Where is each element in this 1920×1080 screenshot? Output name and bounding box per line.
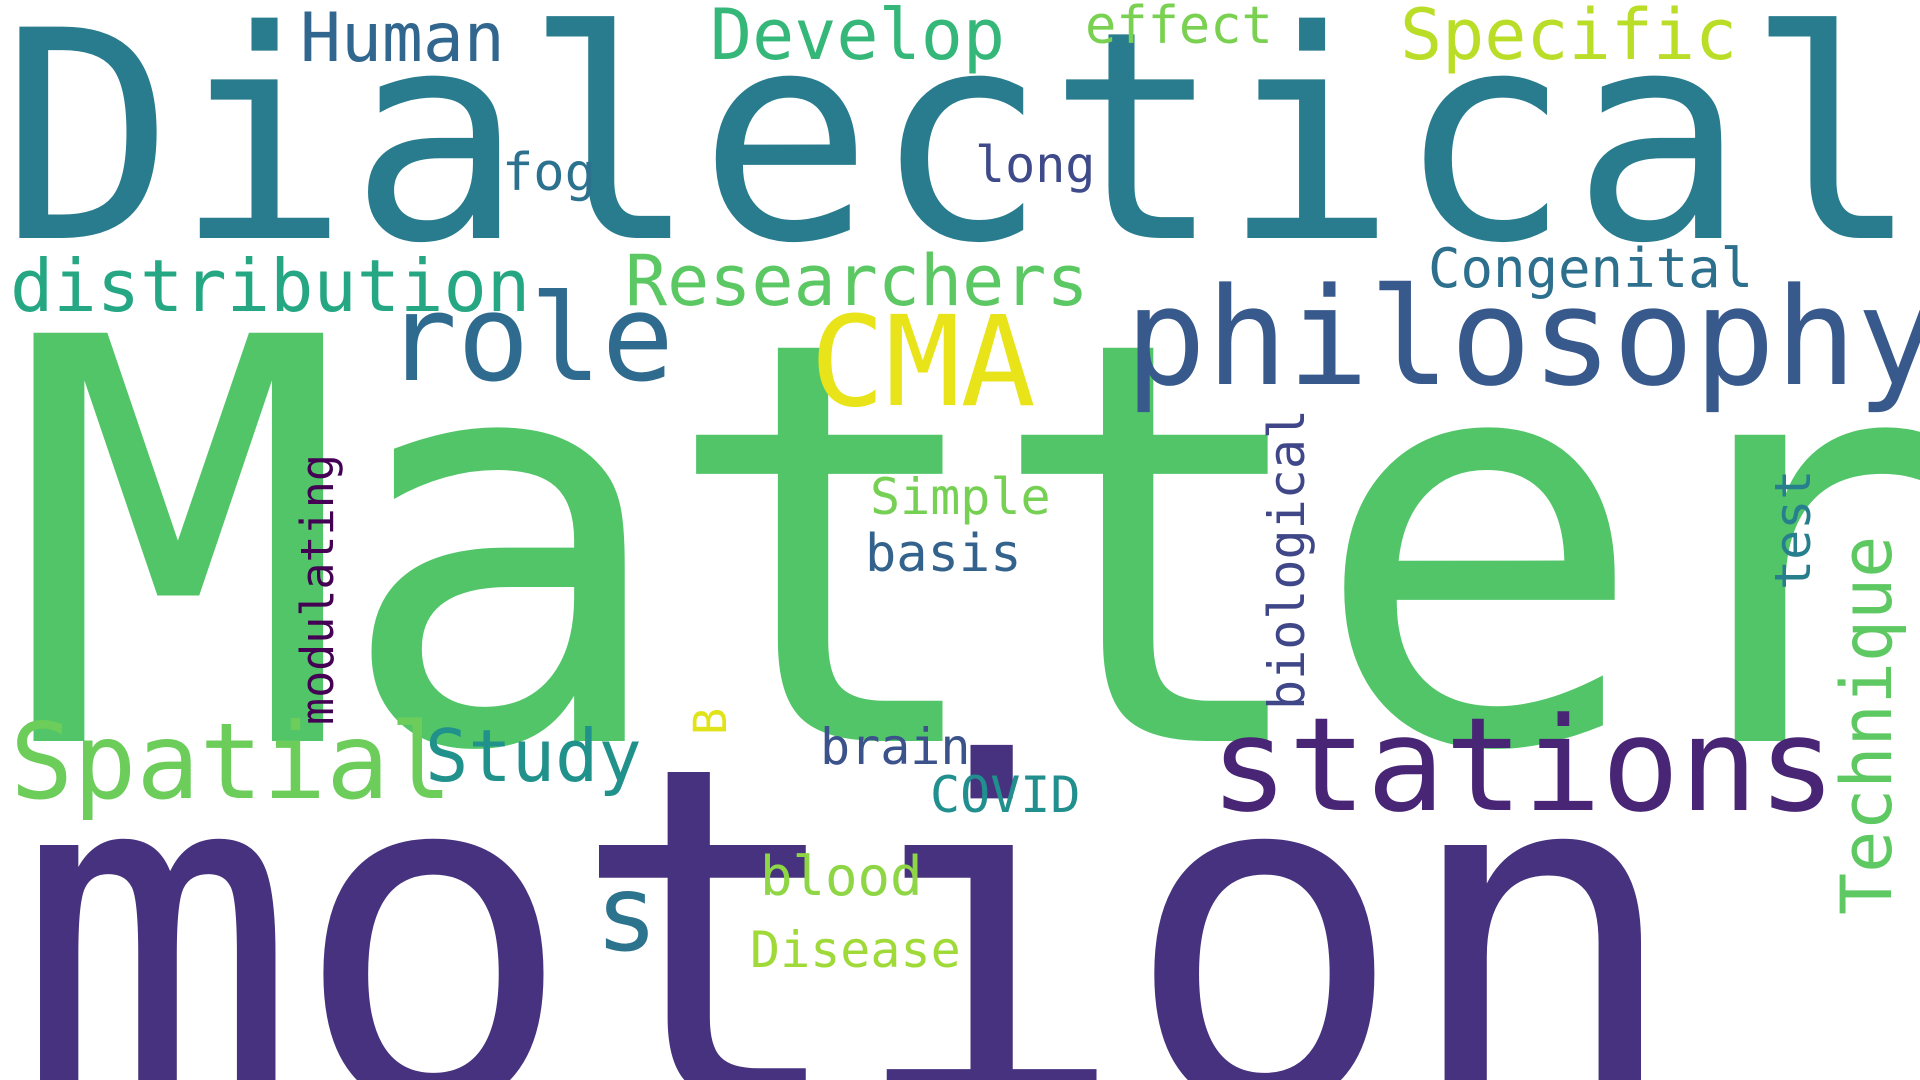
word-study: Study [425, 714, 642, 798]
word-brain: brain [820, 718, 971, 776]
word-motion: motion [15, 666, 1683, 1080]
word-disease: Disease [750, 921, 961, 979]
word-matter: Matter [10, 222, 1920, 874]
word-covid: COVID [930, 766, 1081, 824]
word-simple: Simple [870, 468, 1051, 526]
word-test: test [1764, 469, 1822, 590]
word-technique: Technique [1826, 535, 1908, 915]
word-cma: CMA [810, 290, 1036, 435]
word-develop: Develop [710, 0, 1006, 76]
word-blood: blood [760, 845, 923, 908]
word-specific: Specific [1400, 0, 1738, 76]
word-philosophy: philosophy [1125, 259, 1920, 416]
word-fog: fog [502, 143, 596, 203]
word-s: s [595, 853, 659, 975]
word-human: Human [300, 0, 505, 78]
word-effect: effect [1085, 0, 1273, 56]
word-spatial: Spatial [10, 701, 453, 823]
word-modulating: modulating [291, 454, 344, 725]
word-stations: stations [1210, 689, 1837, 841]
word-b: B [684, 707, 737, 735]
word-role: role [385, 270, 674, 409]
word-researchers: Researchers [625, 240, 1089, 322]
word-distribution: distribution [10, 244, 531, 328]
word-long: long [975, 136, 1096, 194]
word-basis: basis [865, 524, 1022, 584]
word-dialectical: Dialectical [0, 0, 1920, 307]
word-biological: biological [1258, 408, 1316, 710]
word-congenital: Congenital [1428, 237, 1754, 300]
